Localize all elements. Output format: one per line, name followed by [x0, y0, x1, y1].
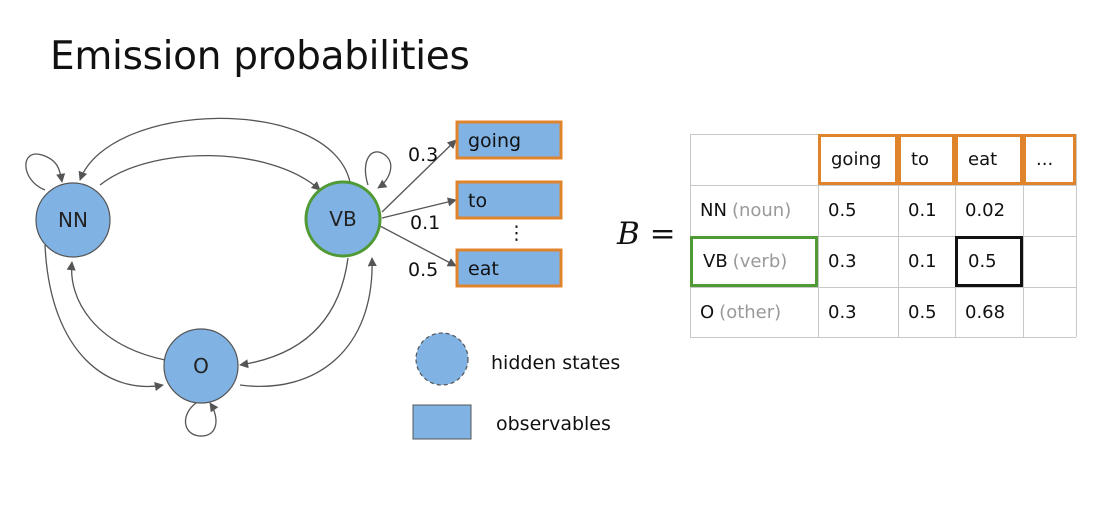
matrix-grid-line [1076, 134, 1077, 337]
emission-arrow-going [381, 139, 457, 213]
matrix-row-header: O (other) [690, 287, 818, 337]
matrix-row-label: VB [703, 251, 728, 272]
matrix-cell [1023, 287, 1076, 337]
state-node-o [163, 328, 239, 404]
self-loop-vb [364, 151, 392, 189]
observable-going [455, 120, 563, 160]
emission-arrow-to [381, 197, 457, 219]
prob-going: 0.3 [408, 144, 438, 166]
matrix-cell: 0.68 [965, 301, 1006, 323]
matrix-cell: 0.5 [908, 301, 937, 323]
state-label-o: O [193, 354, 209, 378]
matrix-grid-line [690, 337, 1076, 338]
edge-nn-to-o-outer [44, 244, 164, 391]
legend-hidden-state-icon [415, 332, 469, 386]
legend-observable-icon [412, 404, 472, 440]
state-label-nn: NN [58, 208, 88, 232]
observable-label-going: going [468, 130, 521, 152]
matrix-cell: 0.5 [828, 200, 857, 221]
matrix-row-sublabel: (noun) [731, 200, 792, 221]
matrix-grid-line [690, 236, 1076, 237]
matrix-row-sublabel: (verb) [732, 251, 788, 272]
matrix-grid-line [1023, 134, 1024, 337]
edge-vb-to-o-inner [239, 257, 349, 369]
state-node-vb [304, 180, 382, 258]
matrix-grid-line [690, 134, 691, 337]
prob-to: 0.1 [410, 212, 440, 234]
legend-observables-label: observables [496, 413, 611, 435]
matrix-row-label: NN [700, 200, 727, 221]
observable-to [455, 180, 563, 220]
self-loop-nn [25, 153, 66, 191]
observable-label-eat: eat [468, 258, 499, 280]
state-node-nn [35, 182, 111, 258]
edge-vb-to-nn-top [78, 117, 351, 183]
matrix-cell: 0.5 [955, 236, 1023, 287]
page-title: Emission probabilities [50, 34, 470, 79]
matrix-grid-line [690, 287, 1076, 288]
matrix-cell: 0.1 [908, 251, 937, 272]
self-loop-o [184, 402, 219, 437]
matrix-column-header: to [898, 134, 955, 185]
state-label-vb: VB [329, 207, 356, 231]
matrix-cell: 0.02 [965, 200, 1006, 221]
prob-eat: 0.5 [408, 259, 438, 281]
matrix-row-sublabel: (other) [719, 301, 782, 323]
emission-arrow-eat [379, 225, 457, 267]
matrix-row-label: O [700, 301, 715, 323]
observable-ellipsis: ⋮ [507, 222, 526, 244]
matrix-cell: 0.3 [828, 301, 857, 323]
matrix-cell: 0.3 [828, 251, 857, 272]
legend-hidden-states-label: hidden states [491, 352, 620, 374]
matrix-cell [1023, 185, 1076, 236]
observable-label-to: to [468, 190, 487, 212]
matrix-column-header: ... [1023, 134, 1076, 185]
matrix-grid-line [818, 134, 819, 337]
matrix-grid-line [955, 134, 956, 337]
matrix-cell [1023, 236, 1076, 287]
matrix-row-header: VB (verb) [690, 236, 818, 287]
matrix-symbol: B = [616, 216, 676, 252]
matrix-row-header: NN (noun) [690, 185, 818, 236]
edge-o-to-nn-inner [66, 261, 166, 361]
matrix-column-header: eat [955, 134, 1023, 185]
matrix-grid-line [898, 134, 899, 337]
observable-eat [455, 248, 563, 288]
edge-o-to-vb-outer [239, 257, 377, 387]
matrix-cell: 0.1 [908, 200, 937, 221]
matrix-column-header: going [818, 134, 898, 185]
edge-nn-to-vb-top [99, 154, 321, 191]
matrix-grid-line [690, 185, 1076, 186]
